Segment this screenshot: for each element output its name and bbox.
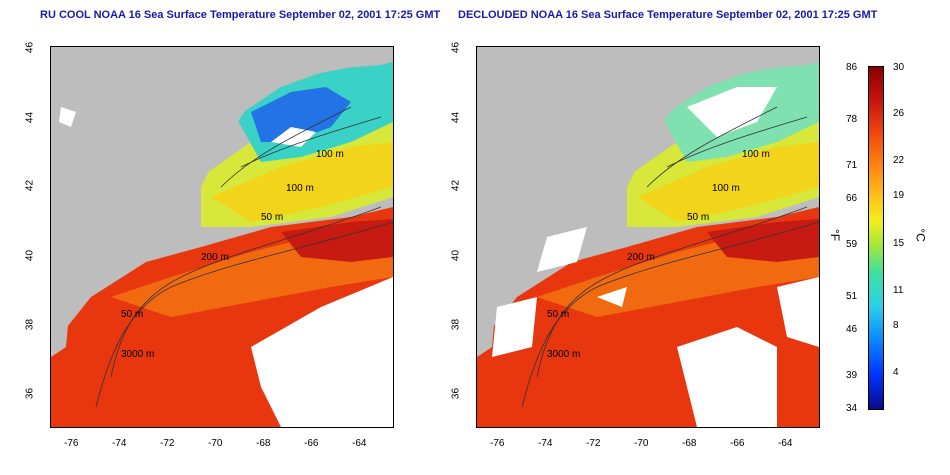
colorbar-c-11: 11 — [893, 285, 904, 296]
right-x-tick-68: -68 — [682, 438, 697, 449]
right-x-tick-76: -76 — [490, 438, 505, 449]
right-sst-map: 100 m 100 m 50 m 200 m 50 m 3000 m — [476, 46, 820, 428]
colorbar-c-8: 8 — [893, 320, 899, 331]
left-x-tick-74: -74 — [112, 438, 127, 449]
left-contour-label-2: 100 m — [286, 183, 314, 194]
left-x-tick-76: -76 — [64, 438, 79, 449]
colorbar-f-71: 71 — [846, 160, 858, 171]
right-contour-label-1: 100 m — [742, 149, 770, 160]
right-y-tick-46: 46 — [450, 41, 462, 54]
celsius-unit-label: °C — [913, 228, 928, 242]
left-map-title: RU COOL NOAA 16 Sea Surface Temperature … — [40, 9, 441, 21]
left-map-graphic — [51, 47, 393, 427]
left-y-tick-42: 42 — [24, 179, 36, 192]
right-contour-label-3: 50 m — [687, 212, 710, 223]
right-y-tick-44: 44 — [450, 111, 462, 124]
right-contour-label-5: 50 m — [547, 309, 570, 320]
left-y-tick-38: 38 — [24, 318, 36, 331]
right-y-tick-42: 42 — [450, 179, 462, 192]
left-contour-label-5: 50 m — [121, 309, 144, 320]
colorbar-f-39: 39 — [846, 370, 858, 381]
colorbar-f-78: 78 — [846, 114, 858, 125]
colorbar-c-19: 19 — [893, 190, 905, 201]
left-x-tick-66: -66 — [304, 438, 319, 449]
colorbar-f-34: 34 — [846, 403, 858, 414]
temperature-colorbar — [868, 66, 884, 410]
left-x-tick-70: -70 — [208, 438, 223, 449]
right-map-graphic — [477, 47, 819, 427]
left-contour-label-6: 3000 m — [121, 349, 155, 360]
colorbar-c-15: 15 — [893, 238, 905, 249]
right-x-tick-70: -70 — [634, 438, 649, 449]
right-x-tick-64: -64 — [778, 438, 793, 449]
colorbar-f-66: 66 — [846, 193, 858, 204]
right-y-tick-36: 36 — [450, 387, 462, 400]
right-x-tick-72: -72 — [586, 438, 601, 449]
colorbar-f-59: 59 — [846, 239, 858, 250]
right-map-title: DECLOUDED NOAA 16 Sea Surface Temperatur… — [458, 9, 878, 21]
colorbar-c-30: 30 — [893, 62, 905, 73]
left-y-tick-46: 46 — [24, 41, 36, 54]
right-y-tick-40: 40 — [450, 249, 462, 262]
right-y-tick-38: 38 — [450, 318, 462, 331]
colorbar-f-51: 51 — [846, 291, 858, 302]
left-contour-label-4: 200 m — [201, 252, 229, 263]
left-y-tick-44: 44 — [24, 111, 36, 124]
right-x-tick-66: -66 — [730, 438, 745, 449]
colorbar-c-22: 22 — [893, 155, 905, 166]
left-sst-map: 100 m 100 m 50 m 200 m 50 m 3000 m — [50, 46, 394, 428]
colorbar-f-86: 86 — [846, 62, 858, 73]
left-y-tick-36: 36 — [24, 387, 36, 400]
colorbar-c-26: 26 — [893, 108, 905, 119]
left-x-tick-68: -68 — [256, 438, 271, 449]
fahrenheit-unit-label: °F — [828, 228, 843, 242]
right-contour-label-2: 100 m — [712, 183, 740, 194]
left-x-tick-72: -72 — [160, 438, 175, 449]
right-contour-label-6: 3000 m — [547, 349, 581, 360]
colorbar-c-4: 4 — [893, 367, 899, 378]
left-contour-label-3: 50 m — [261, 212, 284, 223]
colorbar-f-46: 46 — [846, 324, 858, 335]
right-contour-label-4: 200 m — [627, 252, 655, 263]
left-x-tick-64: -64 — [352, 438, 367, 449]
left-contour-label-1: 100 m — [316, 149, 344, 160]
left-y-tick-40: 40 — [24, 249, 36, 262]
right-x-tick-74: -74 — [538, 438, 553, 449]
